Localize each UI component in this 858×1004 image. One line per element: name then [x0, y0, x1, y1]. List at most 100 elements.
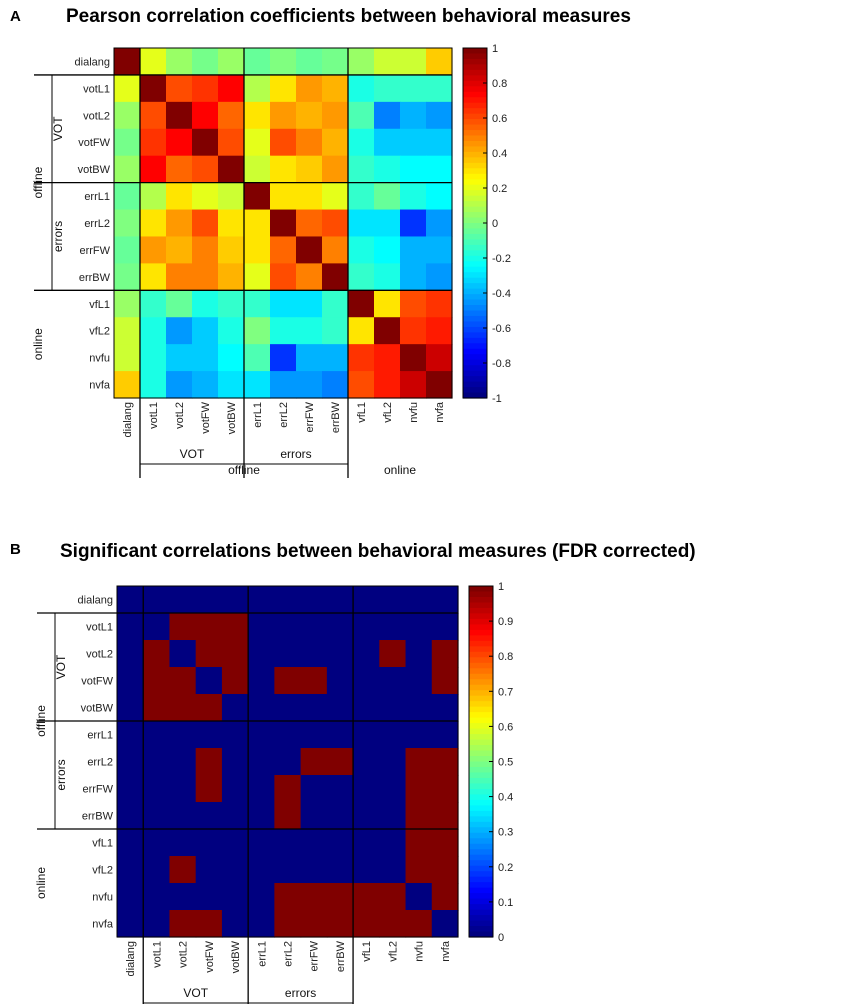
colorbar-band: [469, 876, 493, 883]
heatmap-cell: [218, 290, 245, 318]
colorbar-band: [463, 113, 487, 120]
col-tick-label: errBW: [330, 401, 342, 433]
heatmap-cell: [117, 829, 144, 857]
colorbar-band: [469, 898, 493, 905]
colorbar-band: [463, 102, 487, 109]
heatmap-cell: [270, 344, 297, 372]
colorbar-tick-label: 0.7: [498, 686, 513, 698]
heatmap-cell: [166, 48, 193, 76]
heatmap-cell: [431, 721, 459, 749]
col-tick-label: errL2: [278, 402, 290, 428]
heatmap-cell: [353, 910, 380, 938]
row-tick-label: votBW: [78, 164, 111, 176]
heatmap-cell: [348, 209, 375, 238]
colorbar-band: [463, 387, 487, 394]
heatmap-cell: [140, 128, 167, 157]
colorbar-band: [463, 173, 487, 180]
heatmap-cell: [405, 829, 433, 857]
row-tick-label: vfL1: [92, 838, 113, 850]
colorbar-tick-label: -0.2: [492, 253, 511, 265]
heatmap-panel-b: dialang votL1 votL2 votFW votBW errL1 errL2 err…: [34, 581, 513, 1004]
heatmap-cell: [426, 263, 453, 291]
colorbar-band: [463, 157, 487, 164]
colorbar-band: [463, 195, 487, 202]
heatmap-cell: [140, 263, 167, 291]
heatmap-cell: [326, 775, 354, 803]
heatmap-cell: [400, 317, 427, 345]
col-tick-label: errL1: [256, 941, 268, 967]
heatmap-cell: [270, 128, 297, 157]
heatmap-cell: [322, 128, 349, 157]
colorbar-band: [469, 838, 493, 845]
colorbar-band: [469, 618, 493, 625]
colorbar-band: [469, 871, 493, 878]
colorbar-band: [463, 184, 487, 191]
heatmap-cell: [117, 775, 144, 803]
heatmap-cell: [195, 721, 223, 749]
colorbar-band: [469, 843, 493, 850]
row-tick-label: votFW: [78, 137, 110, 149]
colorbar-band: [463, 233, 487, 241]
heatmap-cell: [114, 344, 141, 372]
heatmap-cell: [431, 667, 459, 695]
colorbar-band: [469, 701, 493, 708]
col-tick-label: errL2: [283, 941, 295, 967]
colorbar-band: [463, 239, 487, 246]
colorbar-band: [469, 591, 493, 598]
heatmap-cell: [326, 586, 354, 614]
heatmap-cell: [143, 775, 171, 803]
row-tick-label: errBW: [82, 811, 114, 823]
colorbar-band: [463, 135, 487, 142]
heatmap-cell: [322, 290, 349, 318]
heatmap-cell: [431, 586, 459, 614]
colorbar-tick-label: 0.6: [498, 721, 513, 733]
group-label-bottom: online: [389, 1002, 421, 1004]
heatmap-cell: [244, 101, 271, 130]
heatmap-cell: [405, 640, 433, 668]
heatmap-panel-a: dialang votL1 votL2 votFW votBW errL1 errL2 err…: [31, 43, 511, 478]
colorbar-tick-label: 0.8: [498, 651, 513, 663]
colorbar-band: [463, 261, 487, 268]
colorbar-band: [469, 602, 493, 609]
heatmap-cell: [270, 48, 297, 76]
heatmap-cell: [348, 263, 375, 291]
heatmap-cell: [326, 694, 354, 722]
colorbar-band: [469, 712, 493, 719]
heatmap-cell: [353, 883, 380, 911]
row-tick-label: nvfa: [92, 919, 114, 931]
colorbar-tick-label: 0.2: [498, 862, 513, 874]
heatmap-cell: [326, 640, 354, 668]
heatmap-cell: [140, 236, 167, 264]
heatmap-cell: [248, 721, 275, 749]
heatmap-cell: [431, 802, 459, 830]
heatmap-cell: [270, 155, 297, 184]
colorbar-band: [469, 920, 493, 927]
colorbar-band: [463, 294, 487, 301]
heatmap-cell: [300, 883, 328, 911]
heatmap-cell: [426, 290, 453, 318]
heatmap-cell: [274, 856, 302, 884]
heatmap-cell: [322, 48, 349, 76]
heatmap-cell: [431, 856, 459, 884]
row-tick-label: vfL1: [89, 299, 110, 311]
heatmap-cell: [244, 182, 271, 211]
row-tick-label: errL2: [87, 757, 113, 769]
colorbar-tick-label: -0.8: [492, 358, 511, 370]
heatmap-cell: [117, 640, 144, 668]
heatmap-cell: [221, 910, 249, 938]
heatmap-cell: [218, 155, 245, 184]
heatmap-cell: [248, 775, 275, 803]
heatmap-cell: [296, 101, 323, 130]
heatmap-cell: [270, 74, 297, 103]
colorbar-band: [469, 706, 493, 713]
colorbar-band: [463, 206, 487, 213]
heatmap-cell: [348, 317, 375, 345]
colorbar-band: [469, 931, 493, 938]
colorbar-band: [463, 244, 487, 251]
heatmap-cell: [114, 74, 141, 103]
group-label-bottom: errors: [280, 447, 311, 461]
heatmap-cell: [248, 694, 275, 722]
heatmap-cell: [322, 155, 349, 184]
heatmap-cell: [143, 748, 171, 776]
row-tick-label: errBW: [79, 272, 111, 284]
